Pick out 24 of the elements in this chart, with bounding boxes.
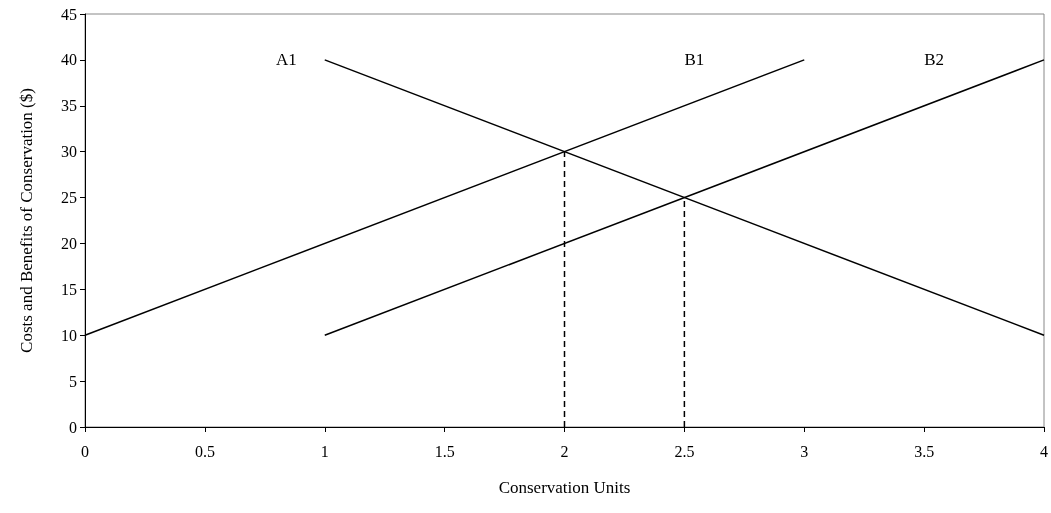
x-axis-title: Conservation Units xyxy=(498,478,631,497)
y-tick-label: 35 xyxy=(61,97,77,115)
y-axis-title: Costs and Benefits of Conservation ($) xyxy=(17,88,36,353)
x-tick-label: 2 xyxy=(560,442,569,460)
y-tick-label: 0 xyxy=(69,418,77,436)
x-tick-label: 0.5 xyxy=(194,442,215,460)
y-tick-label: 5 xyxy=(69,372,77,390)
x-tick-label: 3 xyxy=(800,442,809,460)
series-label: B2 xyxy=(924,50,944,70)
x-tick-label: 1 xyxy=(320,442,329,460)
y-tick-label: 20 xyxy=(61,234,77,252)
x-tick-label: 4 xyxy=(1040,442,1048,460)
x-tick-label: 1.5 xyxy=(434,442,455,460)
y-tick-label: 10 xyxy=(61,326,77,344)
y-tick-label: 15 xyxy=(61,280,77,298)
y-tick-label: 30 xyxy=(61,143,77,161)
y-tick-label: 40 xyxy=(61,51,77,69)
x-tick-label: 0 xyxy=(81,442,89,460)
y-tick-label: 45 xyxy=(61,5,77,23)
x-tick-label: 3.5 xyxy=(914,442,935,460)
series-label: A1 xyxy=(275,50,297,70)
y-tick-label: 25 xyxy=(61,189,77,207)
x-tick-label: 2.5 xyxy=(674,442,695,460)
series-label: B1 xyxy=(684,50,705,70)
